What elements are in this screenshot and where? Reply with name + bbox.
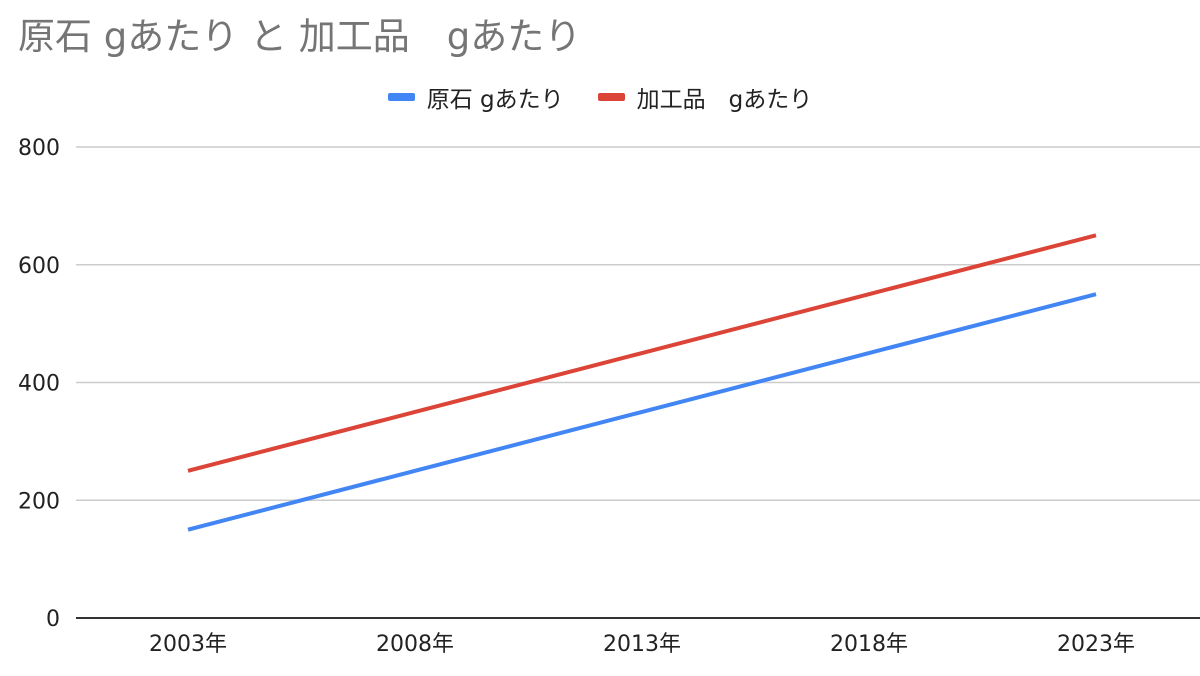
legend-item-rough-stone[interactable]: 原石 gあたり: [387, 80, 564, 114]
y-tick-label: 200: [18, 489, 60, 514]
x-tick-label: 2023年: [1057, 632, 1135, 657]
x-tick-label: 2018年: [830, 632, 908, 657]
x-tick-label: 2008年: [376, 632, 454, 657]
x-axis-tick-labels: 2003年 2008年 2013年 2018年 2023年: [149, 632, 1135, 657]
legend-swatch-processed: [597, 93, 625, 101]
chart-title: 原石 gあたり と 加工品 gあたり: [18, 15, 582, 58]
legend-swatch-rough-stone: [387, 93, 415, 101]
y-tick-label: 600: [18, 254, 60, 279]
legend-item-processed[interactable]: 加工品 gあたり: [597, 80, 813, 114]
gridlines: [76, 146, 1200, 619]
y-tick-label: 400: [18, 372, 60, 397]
series-line-0[interactable]: [187, 292, 1097, 532]
legend: 原石 gあたり 加工品 gあたり: [0, 80, 1200, 114]
x-tick-label: 2003年: [149, 632, 227, 657]
legend-label-rough-stone: 原石 gあたり: [426, 87, 564, 113]
legend-label-processed: 加工品 gあたり: [636, 87, 813, 113]
y-tick-label: 800: [18, 136, 60, 161]
y-axis-tick-labels: 0 200 400 600 800: [18, 136, 60, 632]
series-line-1[interactable]: [187, 233, 1097, 473]
series-lines: [187, 233, 1097, 532]
y-tick-label: 0: [46, 607, 60, 632]
x-tick-label: 2013年: [603, 632, 681, 657]
